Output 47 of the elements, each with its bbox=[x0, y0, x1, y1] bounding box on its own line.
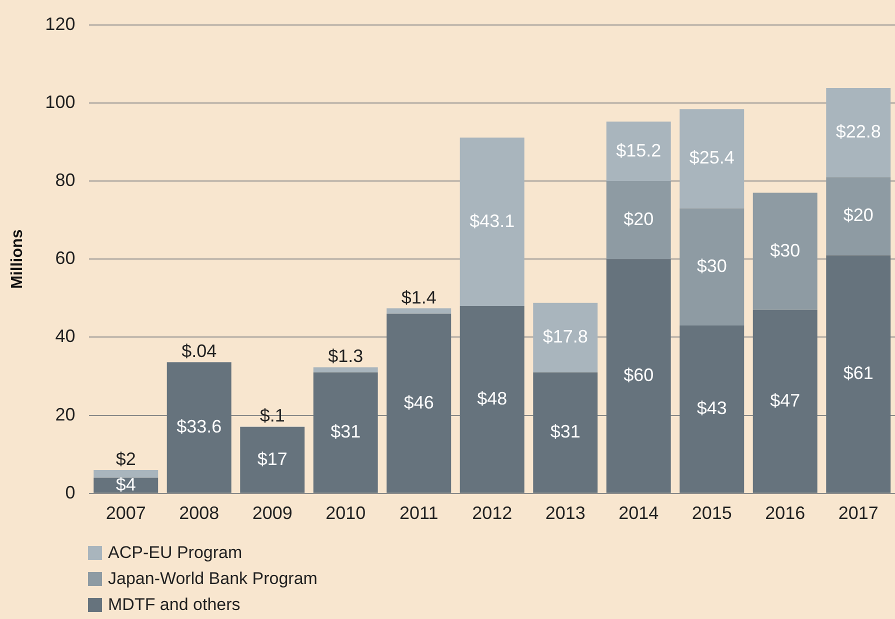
legend-label: Japan-World Bank Program bbox=[108, 569, 318, 589]
y-tick-label: 20 bbox=[55, 404, 76, 424]
data-label: $20 bbox=[624, 209, 654, 230]
x-tick-label: 2012 bbox=[472, 503, 512, 524]
y-axis-title: Millions bbox=[9, 229, 26, 289]
data-label: $.1 bbox=[260, 406, 285, 426]
x-tick-label: 2011 bbox=[400, 503, 438, 524]
y-tick-label: 80 bbox=[55, 170, 76, 190]
x-tick-label: 2010 bbox=[326, 503, 366, 524]
x-tick-label: 2009 bbox=[252, 503, 292, 524]
data-label: $2 bbox=[116, 448, 136, 469]
y-tick-label: 60 bbox=[55, 248, 76, 268]
x-tick-label: 2014 bbox=[618, 503, 659, 524]
data-label: $.04 bbox=[182, 341, 217, 362]
data-label: $46 bbox=[404, 392, 434, 412]
y-tick-label: 0 bbox=[65, 482, 76, 502]
data-label: $43 bbox=[696, 398, 727, 418]
data-label: $31 bbox=[550, 422, 580, 442]
x-tick-label: 2013 bbox=[545, 503, 586, 524]
data-label: $43.1 bbox=[470, 210, 515, 231]
data-label: $30 bbox=[770, 240, 800, 260]
data-label: $30 bbox=[696, 256, 727, 276]
data-label: $1.3 bbox=[328, 346, 364, 366]
legend-label: ACP-EU Program bbox=[108, 543, 242, 563]
x-tick-label: 2008 bbox=[179, 503, 220, 524]
data-label: $47 bbox=[770, 390, 800, 410]
data-label: $4 bbox=[116, 474, 136, 494]
data-label: $61 bbox=[843, 363, 874, 384]
x-tick-label: 2017 bbox=[838, 503, 878, 524]
data-label: $15.2 bbox=[616, 140, 662, 160]
y-tick-label: 120 bbox=[45, 14, 76, 34]
data-label: $33.6 bbox=[176, 416, 222, 437]
x-tick-label: 2015 bbox=[692, 503, 732, 524]
data-label: $25.4 bbox=[689, 148, 734, 168]
legend-label: MDTF and others bbox=[108, 595, 240, 615]
data-label: $17 bbox=[257, 448, 288, 469]
data-label: $20 bbox=[843, 205, 874, 226]
data-label: $48 bbox=[477, 388, 508, 408]
data-label: $1.4 bbox=[401, 287, 436, 308]
y-tick-label: 100 bbox=[45, 92, 76, 112]
data-label: $17.8 bbox=[542, 326, 588, 347]
data-label: $60 bbox=[624, 364, 654, 385]
x-tick-label: 2007 bbox=[106, 503, 146, 524]
data-label: $22.8 bbox=[836, 122, 881, 142]
data-label: $31 bbox=[330, 422, 361, 442]
y-tick-label: 40 bbox=[55, 326, 76, 346]
x-tick-label: 2016 bbox=[765, 503, 806, 524]
